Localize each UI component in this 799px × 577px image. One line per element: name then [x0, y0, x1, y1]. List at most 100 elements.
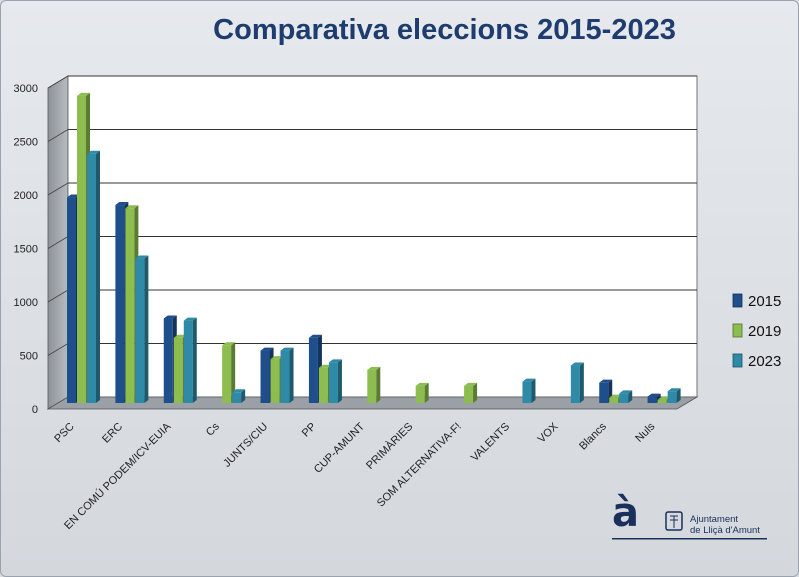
bar-top — [163, 315, 177, 319]
bar — [280, 347, 294, 403]
bar-front — [367, 369, 377, 403]
bar-front — [232, 392, 242, 403]
x-tick-label: PSC — [52, 421, 77, 446]
bar-front — [415, 385, 425, 403]
bar-top — [318, 364, 332, 368]
bar-side — [424, 382, 429, 403]
bar-top — [570, 362, 584, 366]
x-tick-label: VOX — [536, 420, 561, 445]
legend-label: 2015 — [748, 293, 781, 310]
x-tick-label: Blancs — [577, 420, 609, 452]
legend: 2015 2019 2023 — [732, 293, 781, 370]
x-tick-label: JUNTS/CIU — [221, 421, 270, 470]
gridline-side — [47, 289, 69, 303]
bar-front — [87, 153, 96, 403]
gridline-side — [47, 182, 69, 196]
bar-top — [522, 378, 536, 382]
x-tick-label: PRIMÀRIES — [363, 420, 415, 472]
bar-front — [570, 365, 580, 403]
bar-side — [192, 317, 197, 403]
bar-side — [96, 150, 100, 403]
bar-front — [667, 391, 677, 403]
bar — [87, 150, 100, 403]
bar-front — [657, 399, 667, 403]
bar-side — [144, 255, 149, 403]
bar-top — [260, 347, 274, 351]
bar — [135, 255, 149, 403]
y-tick-label: 2000 — [14, 190, 38, 202]
x-tick-label: Cs — [204, 420, 222, 438]
bar-front — [183, 320, 193, 403]
bar — [328, 359, 342, 403]
bar-top — [367, 366, 381, 370]
bar-front — [464, 385, 474, 403]
legend-label: 2023 — [748, 353, 781, 370]
bar-top — [619, 390, 633, 394]
bars — [67, 92, 681, 403]
y-axis: 0 500 1000 1500 2000 2500 3000 — [14, 83, 38, 416]
logo-text: Ajuntament de Lliçà d'Amunt — [690, 514, 760, 536]
bar — [232, 389, 246, 403]
bar-top — [115, 202, 129, 206]
y-tick-label: 1500 — [14, 244, 38, 256]
bar-top — [328, 359, 342, 363]
bar-front — [260, 350, 270, 403]
bar-side — [289, 347, 294, 403]
x-tick-label: SOM ALTERNATIVA-F! — [375, 421, 464, 510]
bar — [415, 382, 429, 403]
bar-side — [376, 366, 381, 403]
bar-front — [318, 367, 328, 403]
bar — [619, 390, 633, 403]
x-tick-label: VALENTS — [469, 421, 512, 464]
bar-top — [77, 92, 90, 96]
y-tick-label: 1000 — [14, 297, 38, 309]
bar-side — [531, 378, 536, 403]
bar-top — [415, 382, 429, 386]
bar-side — [676, 388, 681, 403]
bar-top — [222, 342, 236, 346]
bar — [667, 388, 681, 403]
bar — [464, 382, 478, 403]
gridline-side — [47, 236, 69, 249]
x-tick-label: CUP-AMUNT — [312, 420, 367, 475]
bar-side — [628, 390, 633, 403]
bar-front — [222, 345, 232, 403]
bar-top — [280, 347, 294, 351]
bar-top — [599, 379, 613, 383]
bar-front — [609, 397, 619, 403]
y-tick-label: 2500 — [14, 137, 38, 149]
x-tick-label: PP — [300, 421, 319, 440]
bar-top — [173, 334, 187, 338]
coat-of-arms-icon — [665, 511, 683, 531]
bar — [522, 378, 536, 403]
legend-label: 2019 — [748, 323, 781, 340]
legend-swatch — [732, 323, 743, 338]
bar-top — [657, 396, 671, 400]
y-tick-label: 3000 — [14, 83, 38, 95]
bar-top — [464, 382, 478, 386]
bar-top — [87, 150, 100, 154]
bar-side — [231, 342, 236, 403]
bar-front — [135, 258, 145, 403]
legend-swatch — [732, 353, 743, 368]
logo-line-1: Ajuntament — [690, 514, 739, 525]
logo: à — [612, 486, 772, 546]
bar-front — [163, 318, 173, 403]
bar-front — [77, 95, 86, 403]
bar — [183, 317, 197, 403]
logo-line-2: de Lliçà d'Amunt — [690, 525, 760, 536]
bar-front — [522, 381, 532, 403]
bar-front — [619, 393, 629, 403]
bar-front — [280, 350, 290, 403]
bar-front — [115, 205, 125, 403]
bar-front — [328, 362, 338, 403]
bar-side — [337, 359, 342, 403]
gridline-side — [47, 343, 69, 356]
bar-front — [67, 197, 76, 403]
bar-top — [308, 334, 322, 338]
bar-top — [232, 389, 246, 393]
bar-top — [647, 393, 661, 397]
bar-top — [609, 394, 623, 398]
